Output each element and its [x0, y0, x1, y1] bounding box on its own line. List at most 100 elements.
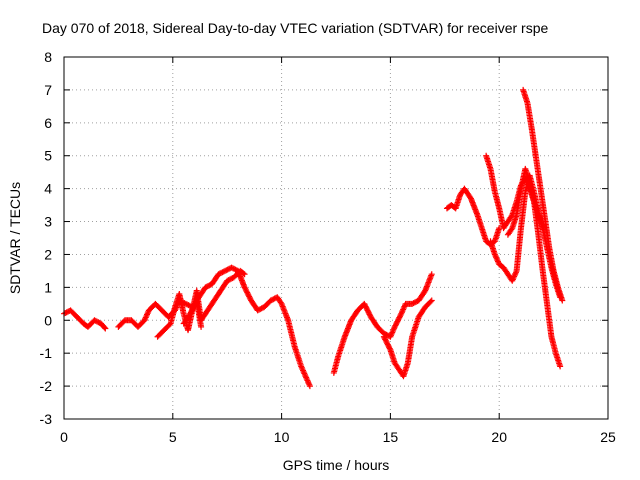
data-point	[397, 312, 404, 319]
data-point	[269, 296, 276, 303]
series-s5	[330, 271, 435, 376]
data-point	[361, 302, 368, 309]
data-point	[225, 277, 232, 284]
data-point	[229, 265, 236, 272]
data-point	[63, 309, 70, 316]
data-point	[382, 336, 389, 343]
data-point	[244, 290, 251, 297]
data-point	[421, 288, 428, 295]
data-point	[95, 319, 102, 326]
data-point	[396, 313, 403, 320]
data-point	[189, 305, 196, 312]
data-point	[382, 331, 389, 338]
data-point	[203, 283, 210, 290]
series-s4	[180, 297, 205, 330]
y-tick-label: -2	[40, 378, 53, 394]
data-point	[205, 283, 212, 290]
data-point	[62, 310, 69, 317]
data-point	[508, 226, 515, 233]
data-point	[226, 276, 233, 283]
data-point	[428, 271, 435, 278]
data-point	[187, 310, 194, 317]
data-point	[411, 299, 418, 306]
y-tick-label: 4	[44, 181, 52, 197]
data-point	[222, 267, 229, 274]
axis-ticks: 0 5 10 15 20 25 -3 -2 -1 0 1 2 3 4 5 6 7 8	[40, 49, 616, 445]
y-tick-label: 0	[44, 312, 52, 328]
data-point	[384, 341, 391, 348]
data-point	[258, 305, 265, 312]
data-point	[361, 300, 368, 307]
data-point	[380, 333, 387, 340]
data-point	[91, 317, 98, 324]
data-point	[92, 317, 99, 324]
data-point	[557, 363, 564, 370]
data-point	[413, 298, 420, 305]
y-axis-label: SDTVAR / TECUs	[7, 182, 23, 294]
series-s10	[504, 165, 564, 370]
data-point	[224, 266, 231, 273]
x-tick-label: 25	[600, 429, 616, 445]
data-point	[244, 289, 251, 296]
data-point	[228, 275, 235, 282]
data-point	[257, 306, 264, 313]
data-point	[225, 265, 232, 272]
data-point	[382, 337, 389, 344]
series-s1	[61, 307, 109, 332]
y-tick-label: 5	[44, 148, 52, 164]
data-point	[267, 297, 274, 304]
data-point	[220, 268, 227, 275]
x-tick-label: 5	[169, 429, 177, 445]
plot-frame	[63, 56, 609, 420]
data-point	[393, 321, 400, 328]
data-point	[206, 282, 213, 289]
data-marks	[61, 86, 566, 390]
x-tick-label: 20	[491, 429, 507, 445]
data-point	[243, 288, 250, 295]
data-point	[254, 307, 261, 314]
data-point	[306, 383, 313, 390]
data-point	[101, 324, 108, 331]
data-point	[187, 309, 194, 316]
data-point	[191, 302, 198, 309]
data-point	[362, 303, 369, 310]
y-tick-label: 1	[44, 279, 52, 295]
data-point	[224, 277, 231, 284]
data-point	[559, 297, 566, 304]
series-s11	[520, 86, 566, 304]
data-point	[215, 271, 222, 278]
data-point	[386, 345, 393, 352]
y-tick-label: -3	[40, 411, 53, 427]
data-point	[246, 294, 253, 301]
data-point	[383, 338, 390, 345]
data-point	[102, 325, 109, 332]
data-point	[240, 270, 247, 277]
data-point	[202, 284, 209, 291]
y-tick-label: 2	[44, 246, 52, 262]
x-tick-label: 0	[60, 429, 68, 445]
x-tick-label: 10	[274, 429, 290, 445]
data-point	[467, 194, 474, 201]
data-point	[218, 269, 225, 276]
data-point	[395, 317, 402, 324]
data-point	[245, 292, 252, 299]
data-point	[393, 319, 400, 326]
chart-title: Day 070 of 2018, Sidereal Day-to-day VTE…	[42, 20, 548, 36]
data-point	[392, 322, 399, 329]
data-point	[231, 265, 238, 272]
data-point	[189, 306, 196, 313]
data-point	[182, 300, 189, 307]
data-point	[241, 284, 248, 291]
y-tick-label: 6	[44, 115, 52, 131]
data-point	[384, 340, 391, 347]
series-s6	[380, 297, 435, 380]
series-s2	[115, 264, 313, 390]
data-point	[94, 318, 101, 325]
grid	[64, 57, 608, 419]
y-tick-label: 8	[44, 49, 52, 65]
y-tick-label: 3	[44, 214, 52, 230]
data-point	[396, 314, 403, 321]
x-tick-label: 15	[383, 429, 399, 445]
data-point	[394, 318, 401, 325]
